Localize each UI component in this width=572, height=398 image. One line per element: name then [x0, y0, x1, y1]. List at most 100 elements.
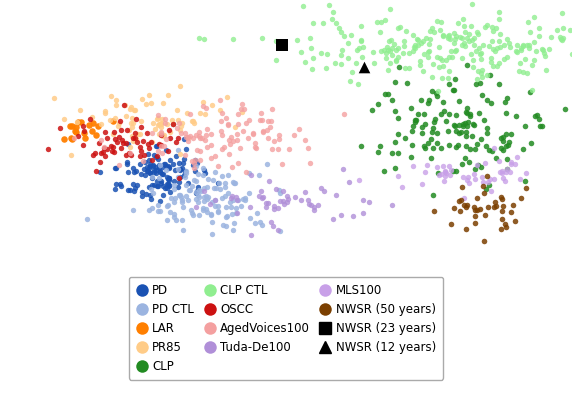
- Point: [156, 132, 165, 138]
- Point: [146, 196, 156, 202]
- Point: [179, 156, 188, 163]
- Point: [148, 129, 157, 136]
- Point: [92, 132, 101, 139]
- Point: [270, 206, 279, 213]
- Point: [142, 101, 151, 107]
- Point: [192, 196, 201, 202]
- Point: [173, 125, 182, 131]
- Point: [132, 168, 141, 174]
- Point: [173, 135, 182, 141]
- Point: [156, 180, 165, 186]
- Point: [447, 48, 456, 55]
- Point: [102, 145, 111, 152]
- Point: [100, 143, 109, 150]
- Point: [475, 51, 484, 58]
- Point: [484, 182, 494, 188]
- Point: [145, 183, 154, 190]
- Point: [419, 143, 428, 149]
- Point: [277, 42, 287, 49]
- Point: [451, 36, 460, 43]
- Point: [132, 115, 141, 122]
- Point: [207, 199, 216, 205]
- Point: [170, 167, 180, 173]
- Point: [541, 53, 550, 59]
- Point: [523, 19, 533, 25]
- Point: [446, 167, 455, 173]
- Point: [482, 72, 491, 78]
- Point: [59, 135, 69, 142]
- Point: [492, 155, 501, 161]
- Point: [301, 59, 310, 65]
- Point: [457, 34, 466, 41]
- Point: [522, 41, 531, 48]
- Point: [105, 117, 114, 123]
- Point: [431, 90, 440, 97]
- Point: [479, 238, 488, 245]
- Point: [201, 137, 210, 143]
- Point: [185, 187, 194, 193]
- Point: [491, 203, 500, 209]
- Point: [181, 193, 190, 199]
- Point: [474, 109, 483, 116]
- Point: [268, 106, 277, 112]
- Point: [477, 67, 486, 73]
- Point: [194, 211, 203, 218]
- Point: [418, 124, 427, 131]
- Point: [340, 33, 349, 39]
- Point: [464, 174, 473, 181]
- Point: [502, 143, 511, 149]
- Point: [237, 101, 247, 107]
- Point: [256, 117, 265, 123]
- Point: [241, 169, 251, 175]
- Point: [236, 203, 245, 210]
- Point: [257, 222, 267, 228]
- Point: [444, 32, 454, 38]
- Point: [195, 148, 204, 154]
- Point: [169, 121, 178, 127]
- Point: [303, 197, 312, 203]
- Point: [151, 154, 160, 160]
- Point: [232, 204, 241, 211]
- Point: [499, 138, 508, 144]
- Point: [409, 123, 418, 129]
- Point: [92, 168, 101, 175]
- Point: [254, 172, 263, 178]
- Point: [169, 181, 178, 188]
- Point: [497, 170, 506, 176]
- Point: [176, 82, 185, 89]
- Point: [125, 143, 134, 150]
- Point: [411, 42, 420, 48]
- Point: [164, 163, 173, 169]
- Point: [459, 40, 468, 47]
- Point: [432, 93, 442, 100]
- Point: [444, 81, 454, 88]
- Point: [156, 129, 165, 135]
- Point: [424, 140, 433, 146]
- Point: [381, 17, 390, 23]
- Point: [476, 56, 485, 62]
- Point: [336, 29, 345, 35]
- Point: [470, 204, 479, 211]
- Point: [462, 35, 471, 42]
- Point: [223, 189, 232, 196]
- Point: [144, 141, 153, 147]
- Point: [182, 181, 191, 188]
- Point: [274, 187, 283, 193]
- Point: [486, 100, 495, 106]
- Point: [470, 176, 479, 182]
- Point: [506, 44, 515, 50]
- Point: [279, 188, 288, 194]
- Point: [264, 118, 273, 124]
- Point: [146, 191, 155, 198]
- Point: [417, 97, 426, 103]
- Point: [316, 185, 325, 191]
- Point: [140, 166, 149, 172]
- Point: [173, 117, 182, 123]
- Point: [488, 63, 497, 69]
- Point: [545, 46, 554, 52]
- Point: [257, 195, 267, 201]
- Point: [230, 220, 239, 226]
- Point: [392, 47, 401, 53]
- Point: [411, 45, 420, 51]
- Point: [502, 35, 511, 42]
